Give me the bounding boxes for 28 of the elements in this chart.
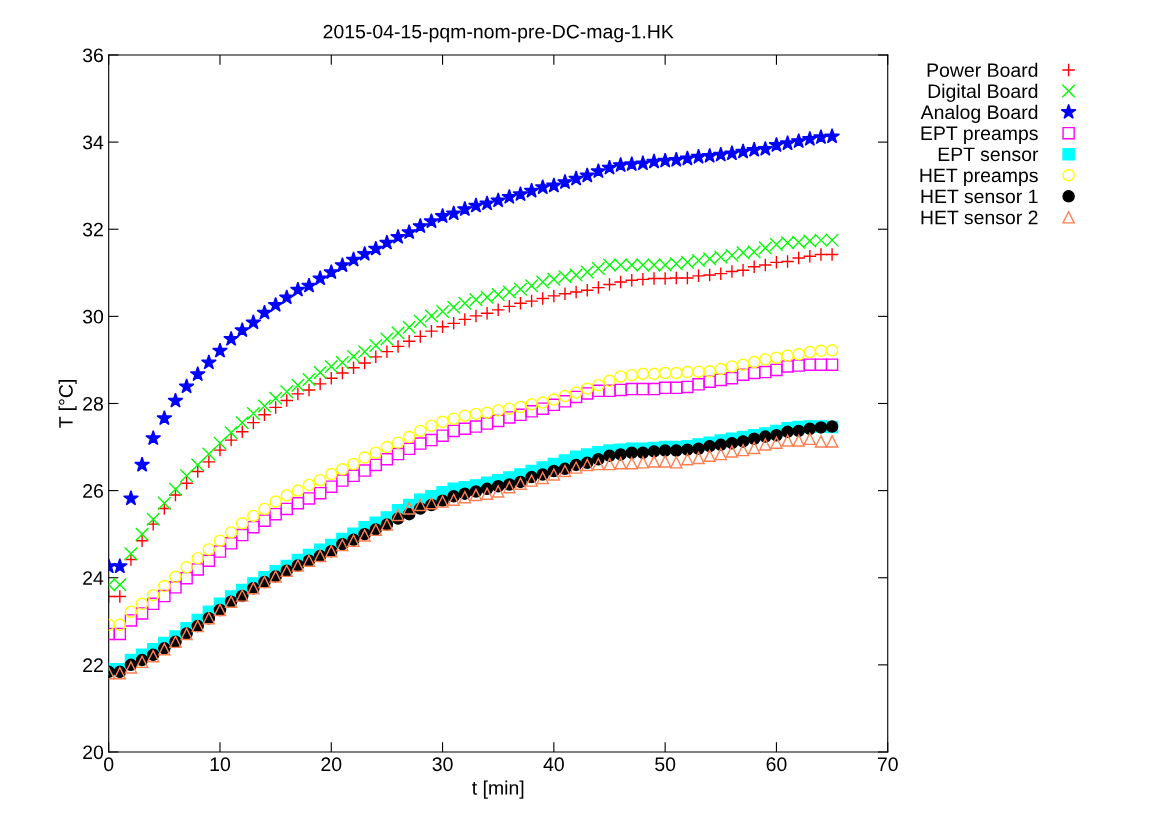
legend-label: Analog Board	[920, 104, 1038, 123]
y-tick-label: 24	[83, 571, 104, 585]
legend-label: HET sensor 1	[921, 189, 1038, 204]
legend-label: Digital Board	[928, 83, 1038, 102]
x-tick-label: 20	[321, 757, 342, 772]
x-tick-label: 60	[766, 757, 787, 772]
x-tick-label: 50	[655, 757, 676, 772]
x-tick-label: 40	[543, 757, 564, 772]
legend-label: HET sensor 2	[921, 210, 1038, 225]
x-tick-label: 70	[877, 757, 898, 772]
y-tick-label: 22	[83, 658, 103, 672]
legend-label: HET preamps	[920, 168, 1038, 187]
y-tick-label: 28	[83, 396, 103, 411]
x-axis-title: t [min]	[472, 780, 524, 799]
y-tick-label: 32	[82, 222, 103, 237]
y-axis-title: T [°C]	[58, 380, 77, 428]
y-tick-label: 30	[82, 309, 104, 324]
x-tick-label: 10	[210, 757, 231, 772]
x-tick-label: 0	[104, 757, 114, 772]
y-tick-label: 26	[83, 484, 103, 498]
legend-label: Power Board	[927, 62, 1038, 78]
y-tick-label: 20	[83, 745, 104, 760]
x-tick-label: 30	[432, 757, 453, 772]
legend-label: EPT preamps	[921, 126, 1038, 145]
y-tick-label: 36	[82, 48, 103, 63]
legend-label: EPT sensor	[938, 147, 1039, 162]
y-tick-label: 34	[82, 135, 104, 150]
chart-title: 2015-04-15-pqm-nom-pre-DC-mag-1.HK	[323, 24, 674, 43]
